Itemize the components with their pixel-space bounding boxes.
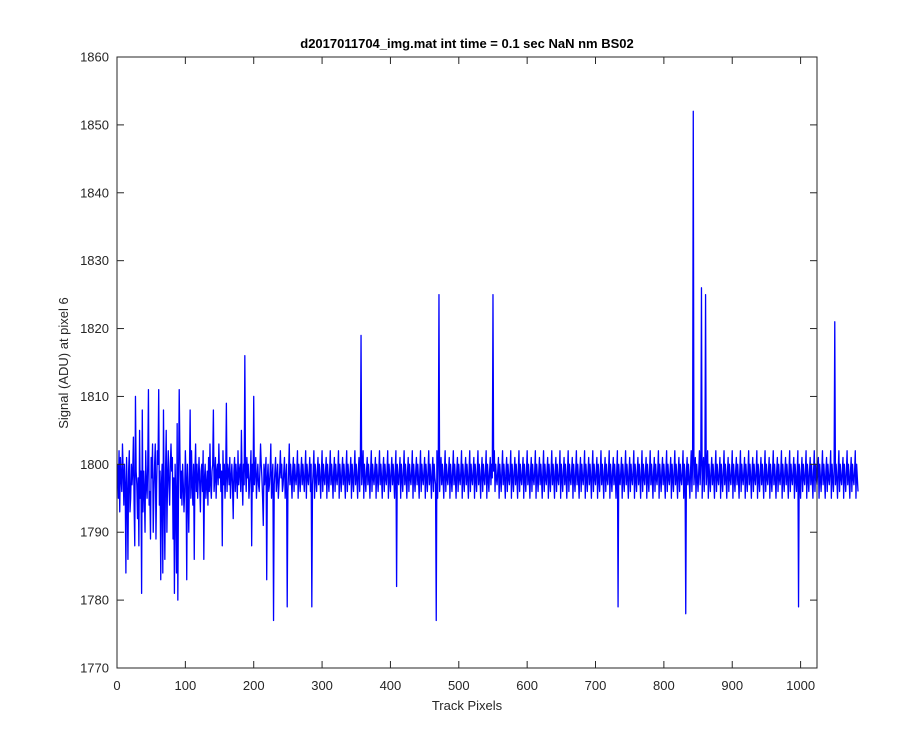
y-tick-label: 1860: [80, 50, 109, 65]
chart-title: d2017011704_img.mat int time = 0.1 sec N…: [300, 36, 633, 51]
x-tick-label: 0: [113, 678, 120, 693]
y-tick-label: 1770: [80, 661, 109, 676]
x-tick-label: 600: [516, 678, 538, 693]
x-tick-label: 1000: [786, 678, 815, 693]
x-tick-label: 500: [448, 678, 470, 693]
y-tick-label: 1850: [80, 117, 109, 132]
x-tick-label: 300: [311, 678, 333, 693]
x-tick-label: 100: [175, 678, 197, 693]
x-tick-label: 200: [243, 678, 265, 693]
x-tick-label: 400: [380, 678, 402, 693]
x-tick-label: 700: [585, 678, 607, 693]
y-tick-label: 1800: [80, 457, 109, 472]
y-tick-label: 1780: [80, 593, 109, 608]
series-line-0: [117, 110, 859, 622]
x-axis-label: Track Pixels: [432, 698, 503, 713]
y-tick-label: 1840: [80, 185, 109, 200]
y-tick-label: 1790: [80, 525, 109, 540]
y-axis-label: Signal (ADU) at pixel 6: [56, 297, 71, 429]
y-tick-label: 1810: [80, 389, 109, 404]
x-tick-label: 800: [653, 678, 675, 693]
axes-frame: [116, 56, 818, 669]
plot-area: [117, 57, 817, 668]
x-tick-label: 900: [721, 678, 743, 693]
y-tick-label: 1830: [80, 253, 109, 268]
y-tick-label: 1820: [80, 321, 109, 336]
